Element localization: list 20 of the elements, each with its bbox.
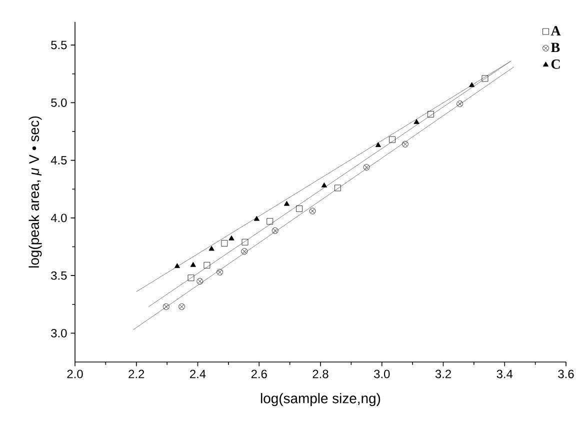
x-tick-label: 2.6 (251, 370, 267, 378)
y-tick-label: 5.0 (51, 98, 67, 107)
y-tick-label: 5.5 (51, 40, 67, 50)
legend-label: C (551, 59, 560, 69)
y-tick-label: 4.0 (50, 214, 67, 222)
y-tick-label: 3.0 (51, 328, 67, 338)
x-axis-title: log(sample size,ng) (260, 393, 380, 406)
x-tick-label: 2.8 (312, 370, 328, 378)
x-tick-label: 3.0 (374, 370, 390, 378)
y-axis-title: log(peak area, μ V • sec) (28, 116, 42, 268)
x-tick-label: 2.0 (67, 370, 83, 378)
x-tick-label: 3.6 (558, 370, 574, 378)
x-tick-label: 2.4 (190, 370, 206, 378)
y-tick-label: 4.5 (50, 156, 67, 164)
legend-label: B (550, 42, 560, 52)
y-tick-label: 3.5 (51, 271, 67, 280)
x-tick-label: 2.2 (128, 370, 144, 378)
legend-label: A (550, 26, 561, 36)
x-tick-label: 3.4 (496, 370, 513, 378)
x-tick-label: 3.2 (435, 370, 451, 378)
